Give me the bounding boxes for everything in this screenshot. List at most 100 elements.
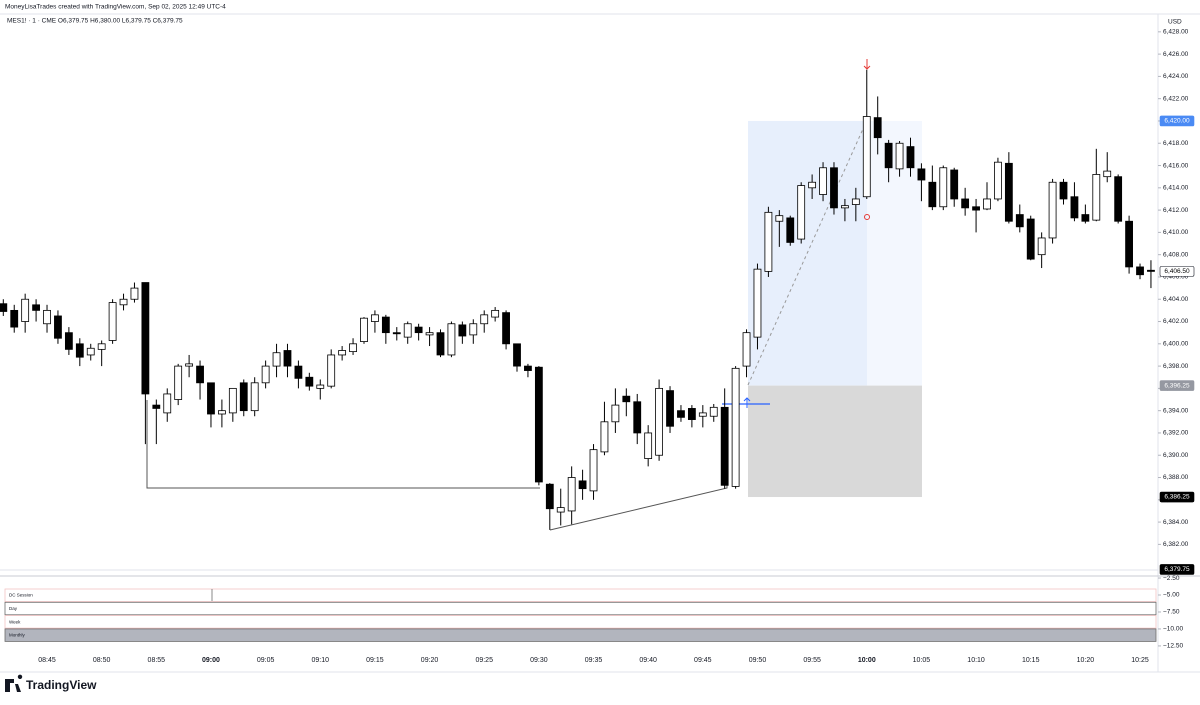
x-tick-label: 09:05: [257, 657, 275, 664]
candle-body: [54, 315, 62, 339]
y-tick-label: 6,416.00: [1163, 162, 1189, 169]
candle-body: [567, 477, 576, 512]
currency: USD: [1168, 19, 1182, 26]
candle-body: [207, 382, 215, 415]
candle-body: [108, 302, 117, 341]
candle-body: [513, 343, 521, 367]
stop-zone: [748, 385, 922, 498]
candle-body: [371, 314, 379, 322]
candle-body: [21, 298, 30, 322]
candle-body: [1081, 214, 1090, 222]
position-path: [747, 119, 868, 386]
x-tick-label: 10:00: [858, 657, 876, 664]
candle-body: [217, 410, 226, 415]
candle-body: [392, 332, 401, 335]
candle-body: [786, 217, 795, 243]
session-row-label: Week: [9, 619, 21, 624]
session-row: [4, 628, 1157, 642]
candle-body: [655, 387, 663, 456]
price-label-box: [1159, 491, 1195, 503]
candle-body: [349, 343, 357, 353]
candle-body: [1059, 181, 1068, 200]
candle-body: [742, 332, 751, 367]
candle-body: [185, 363, 194, 367]
candle-body: [633, 401, 642, 434]
price-label-box: [1159, 115, 1195, 127]
x-tick-label: 10:15: [1022, 657, 1040, 664]
candle-body: [1114, 176, 1123, 222]
y-tick-label: 6,384.00: [1163, 519, 1189, 526]
candle-body: [862, 116, 871, 198]
candle-body: [797, 185, 806, 240]
candle-body: [578, 480, 587, 490]
x-tick-label: 08:55: [148, 657, 166, 664]
candle-body: [1048, 181, 1057, 239]
candle-body: [851, 198, 860, 205]
y-tick-label: 6,406.00: [1163, 274, 1189, 281]
candle-body: [469, 323, 478, 336]
candle-body: [294, 365, 303, 379]
x-tick-label: 10:25: [1131, 657, 1149, 664]
x-tick-label: 10:10: [967, 657, 985, 664]
candle-body: [808, 181, 817, 189]
candle-body: [152, 404, 161, 409]
candle-body: [534, 366, 543, 483]
candle-body: [819, 167, 827, 195]
session-row: [4, 588, 1157, 602]
candle-body: [841, 205, 849, 209]
candle-body: [687, 408, 696, 420]
x-tick-label: 10:05: [913, 657, 931, 664]
candle-body: [480, 314, 489, 325]
candle-body: [1125, 220, 1133, 268]
candle-body: [283, 350, 292, 367]
candles: [0, 69, 1155, 530]
symbol-info: MES1! · 1 · CME O6,379.75 H6,380.00 L6,3…: [7, 18, 183, 25]
x-tick-label: 09:20: [421, 657, 439, 664]
x-tick-label: 09:30: [530, 657, 548, 664]
candle-body: [961, 198, 970, 209]
sell-arrow: [863, 59, 871, 70]
candle-body: [622, 395, 631, 403]
candle-body: [174, 365, 183, 400]
candle-body: [64, 332, 73, 350]
candle-body: [119, 298, 128, 306]
candle-body: [753, 268, 762, 338]
candle-body: [97, 343, 106, 350]
candle-body: [600, 421, 609, 453]
y-tick-label: 6,392.00: [1163, 430, 1189, 437]
candle-body: [928, 181, 937, 208]
candle-body: [644, 432, 653, 459]
price-label: 6,396.25: [1164, 382, 1190, 389]
candle-body: [983, 198, 991, 210]
x-tick-label: 09:10: [312, 657, 330, 664]
buy-arrow: [743, 397, 751, 408]
y-tick-label: 6,388.00: [1163, 474, 1189, 481]
candle-body: [10, 309, 19, 328]
candle-body: [677, 410, 685, 418]
price-label: 6,420.00: [1164, 118, 1190, 125]
candle-body: [994, 161, 1002, 200]
candle-body: [611, 404, 620, 423]
y-tick-label: 6,402.00: [1163, 318, 1189, 325]
exit-marker: [864, 214, 870, 220]
candle-body: [884, 142, 893, 169]
y-tick-label: 6,390.00: [1163, 452, 1189, 459]
candle-body: [360, 317, 368, 342]
candle-body: [86, 347, 95, 356]
candle-body: [381, 316, 390, 334]
price-label: 6,406.50: [1164, 268, 1190, 275]
candle-body: [950, 169, 959, 200]
candle-body: [403, 323, 412, 338]
x-tick-label: 09:15: [366, 657, 384, 664]
candle-body: [261, 365, 270, 384]
price-label: 6,379.75: [1164, 566, 1190, 573]
x-tick-label: 10:20: [1077, 657, 1095, 664]
candle-body: [1070, 196, 1079, 219]
session-row-label: DC Session: [9, 593, 33, 598]
y-tick-label: 6,424.00: [1163, 73, 1189, 80]
brand: TradingView: [5, 674, 97, 692]
x-tick-label: 08:50: [93, 657, 111, 664]
candle-body: [239, 382, 248, 412]
